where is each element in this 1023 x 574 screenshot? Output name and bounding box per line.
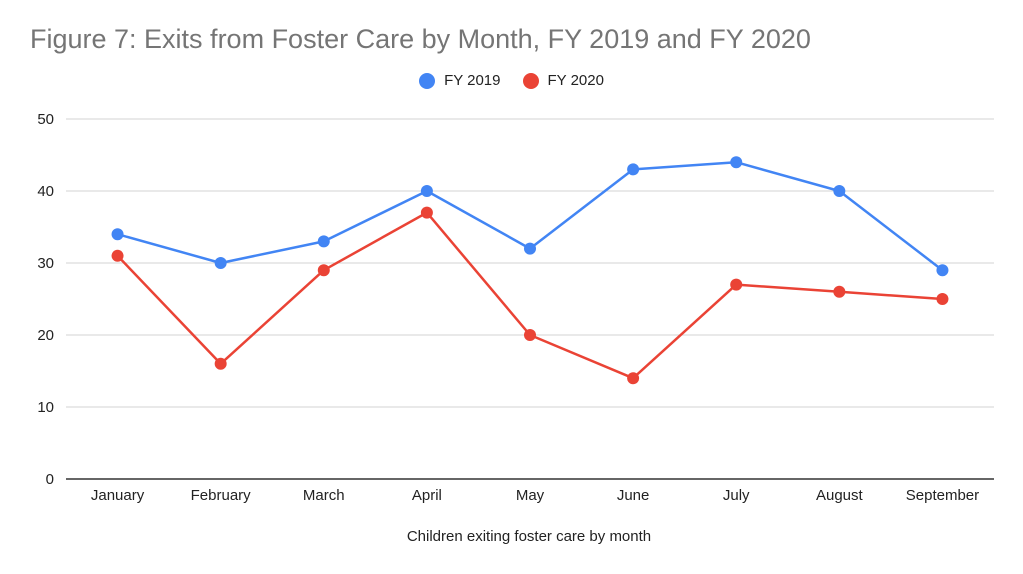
x-tick-label: May xyxy=(516,487,545,504)
data-point-fy2019[interactable] xyxy=(111,228,124,241)
data-point-fy2019[interactable] xyxy=(214,257,227,269)
y-tick-label: 10 xyxy=(37,399,54,416)
x-tick-label: September xyxy=(906,487,979,504)
data-point-fy2019[interactable] xyxy=(317,235,330,248)
y-tick-label: 40 xyxy=(37,183,54,200)
data-point-fy2020[interactable] xyxy=(420,206,433,219)
x-axis-ticks: January February March April May June July Augu… xyxy=(91,487,979,504)
series-fy2019 xyxy=(111,156,949,277)
legend-label-fy2020: FY 2020 xyxy=(547,72,604,89)
data-point-fy2019[interactable] xyxy=(420,185,433,197)
x-tick-label: March xyxy=(303,487,345,504)
data-point-fy2019[interactable] xyxy=(524,242,536,255)
data-point-fy2020[interactable] xyxy=(214,357,227,370)
series xyxy=(111,156,949,385)
legend-entry-fy2020[interactable]: FY 2020 xyxy=(522,72,604,89)
data-point-fy2019[interactable] xyxy=(627,163,640,176)
x-tick-label: January xyxy=(91,487,145,504)
legend-entry-fy2019[interactable]: FY 2019 xyxy=(419,72,501,89)
data-point-fy2020[interactable] xyxy=(524,329,536,341)
x-tick-label: August xyxy=(816,487,864,504)
data-point-fy2020[interactable] xyxy=(730,278,743,291)
series-line-fy2020 xyxy=(116,211,943,380)
data-point-fy2020[interactable] xyxy=(627,372,640,385)
legend-marker-fy2019 xyxy=(419,72,436,89)
series-fy2020 xyxy=(111,206,949,385)
x-tick-label: July xyxy=(723,487,750,504)
data-point-fy2020[interactable] xyxy=(317,264,330,277)
y-tick-label: 30 xyxy=(37,255,54,272)
y-axis-ticks: 0 10 20 30 40 50 xyxy=(37,111,54,488)
data-point-fy2019[interactable] xyxy=(730,156,743,169)
y-tick-label: 20 xyxy=(37,327,54,344)
y-tick-label: 0 xyxy=(46,471,54,488)
chart-title: Figure 7: Exits from Foster Care by Mont… xyxy=(30,24,811,54)
legend-marker-fy2020 xyxy=(522,72,539,89)
data-point-fy2019[interactable] xyxy=(936,264,949,277)
y-tick-label: 50 xyxy=(37,111,54,128)
legend-label-fy2019: FY 2019 xyxy=(444,72,501,89)
x-tick-label: April xyxy=(412,487,442,504)
legend: FY 2019 FY 2020 xyxy=(0,72,1023,89)
gridlines xyxy=(66,118,994,480)
x-tick-label: February xyxy=(191,487,252,504)
data-point-fy2019[interactable] xyxy=(833,185,846,197)
data-point-fy2020[interactable] xyxy=(111,249,124,262)
data-point-fy2020[interactable] xyxy=(936,293,949,305)
x-tick-label: June xyxy=(617,487,650,504)
x-axis-title: Children exiting foster care by month xyxy=(407,528,651,545)
data-point-fy2020[interactable] xyxy=(833,285,846,298)
